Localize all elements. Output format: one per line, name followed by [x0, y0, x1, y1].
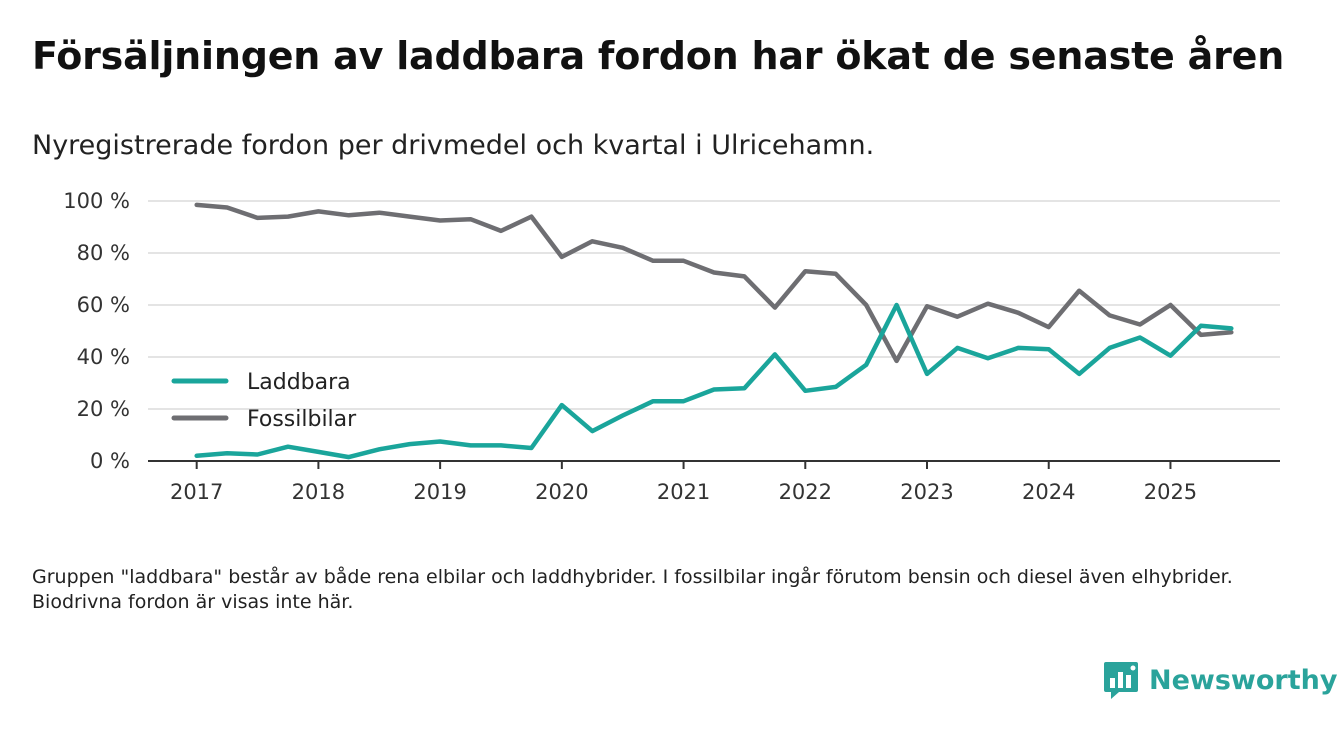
y-tick-label: 20 %	[77, 397, 130, 421]
x-tick-label: 2022	[779, 480, 832, 504]
chart-title: Försäljningen av laddbara fordon har öka…	[32, 34, 1285, 78]
gridlines	[148, 200, 1280, 410]
x-tick-label: 2023	[900, 480, 953, 504]
x-axis-ticks: 2017 2018 2019 2020 2021 2022 2023 2024 2025	[170, 461, 1197, 504]
x-tick-label: 2018	[292, 480, 345, 504]
x-tick-label: 2021	[657, 480, 710, 504]
x-tick-label: 2025	[1144, 480, 1197, 504]
legend-label: Fossilbilar	[247, 407, 357, 432]
y-tick-label: 40 %	[77, 345, 130, 369]
series-line-fossilbilar	[194, 202, 1234, 364]
series-line-laddbara	[194, 302, 1234, 460]
y-axis-tick-labels: 0 % 20 % 40 % 60 % 80 % 100 %	[63, 189, 130, 473]
newsworthy-logo: Newsworthy	[1103, 660, 1337, 700]
x-tick-label: 2024	[1022, 480, 1075, 504]
legend-label: Laddbara	[247, 370, 351, 395]
legend: Laddbara Fossilbilar	[171, 370, 357, 432]
y-tick-label: 60 %	[77, 293, 130, 317]
x-tick-label: 2020	[535, 480, 588, 504]
y-tick-label: 100 %	[63, 189, 130, 213]
y-tick-label: 80 %	[77, 241, 130, 265]
footnote: Gruppen "laddbara" består av både rena e…	[32, 566, 1233, 613]
y-tick-label: 0 %	[90, 449, 130, 473]
series-lines	[194, 202, 1234, 460]
brand-name: Newsworthy	[1149, 664, 1338, 696]
x-tick-label: 2019	[413, 480, 466, 504]
line-chart: 0 % 20 % 40 % 60 % 80 % 100 % 2017 2018 2019 202…	[63, 189, 1280, 504]
chart-subtitle: Nyregistrerade fordon per drivmedel och …	[32, 130, 875, 161]
x-tick-label: 2017	[170, 480, 223, 504]
bar-chart-speech-bubble-icon	[1104, 662, 1138, 699]
